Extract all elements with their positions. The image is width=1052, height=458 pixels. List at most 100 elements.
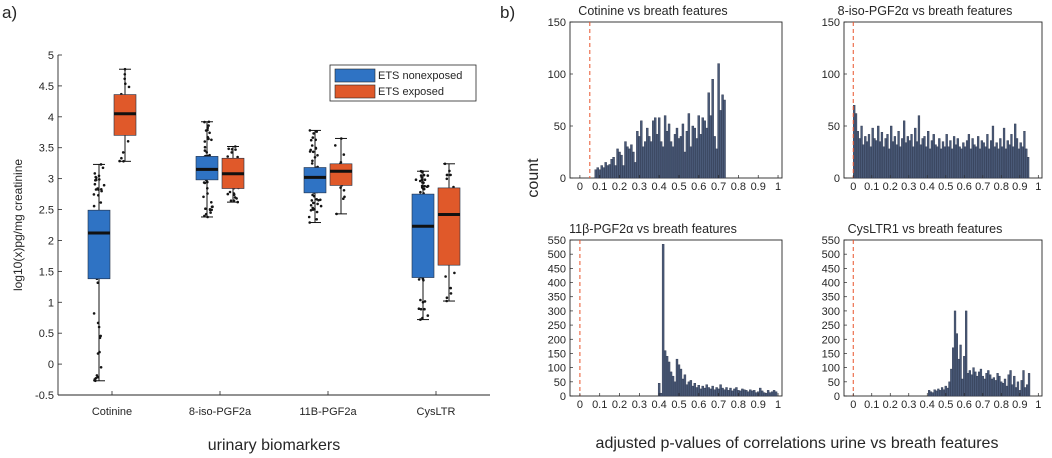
data-point-nonexposed-8iso — [208, 208, 212, 211]
hist-bar-8iso — [980, 140, 983, 179]
hist-y-tick-label-cysltr1: 400 — [822, 278, 840, 290]
hist-x-tick-label-11b: 0.3 — [632, 399, 647, 411]
hist-bar-8iso — [884, 138, 887, 179]
hist-bar-8iso — [1017, 148, 1020, 179]
data-point-nonexposed-cotinine — [96, 281, 100, 285]
data-point-nonexposed-cotinine — [93, 378, 96, 381]
data-point-nonexposed-11b — [315, 210, 319, 214]
hist-bar-8iso — [899, 146, 902, 179]
hist-bar-cotinine — [691, 125, 695, 179]
hist-bar-8iso — [904, 142, 908, 179]
hist-bar-8iso — [925, 146, 928, 179]
data-point-nonexposed-cysltr — [419, 298, 422, 302]
data-point-nonexposed-11b — [310, 162, 314, 165]
data-point-nonexposed-8iso — [208, 153, 211, 157]
hist-bar-8iso — [890, 125, 893, 179]
hist-bar-8iso — [967, 134, 971, 179]
data-point-nonexposed-11b — [309, 204, 313, 207]
hist-bar-cotinine — [669, 141, 673, 179]
hist-bar-11b — [701, 385, 704, 397]
hist-bar-8iso — [927, 130, 930, 179]
hist-bar-11b — [693, 383, 697, 397]
hist-y-tick-label-cotinine: 50 — [554, 121, 566, 133]
histogram-cysltr1: 0 50 100 150 200 250 300 350 400 450 500 550 0 0.1 0.2… — [822, 235, 1043, 411]
hist-bar-8iso — [930, 140, 934, 179]
hist-bar-11b — [689, 380, 693, 397]
hist-bar-8iso — [882, 146, 885, 179]
box-exposed-cysltr — [437, 187, 461, 266]
histogram-11b: 0 50 100 150 200 250 300 350 400 450 500 550 0 0.1 0.2… — [548, 235, 783, 411]
hist-bar-cysltr1 — [996, 373, 999, 397]
hist-bar-cotinine — [661, 146, 665, 179]
hist-y-tick-label-8iso: 150 — [822, 17, 840, 29]
hist-bar-8iso — [982, 142, 985, 179]
hist-bar-cotinine — [632, 151, 635, 179]
hist-bar-11b — [761, 390, 764, 397]
hist-bar-8iso — [997, 148, 1000, 179]
hist-bar-11b — [759, 387, 762, 397]
hist-bar-11b — [743, 389, 746, 397]
hist-x-tick-label-11b: 0.8 — [731, 399, 746, 411]
data-point-nonexposed-8iso — [204, 207, 207, 210]
boxplot-y-tick-label: 4.5 — [39, 81, 54, 93]
data-point-nonexposed-cotinine — [94, 188, 98, 191]
hist-bar-cysltr1 — [942, 389, 946, 397]
data-point-exposed-cysltr — [453, 271, 456, 275]
hist-bar-cysltr1 — [1026, 384, 1029, 397]
hist-y-tick-label-cysltr1: 550 — [822, 235, 840, 247]
hist-x-tick-label-8iso: 1 — [1035, 181, 1041, 193]
hist-bar-8iso — [912, 146, 915, 179]
hist-x-tick-label-8iso: 0.7 — [975, 181, 990, 193]
boxplot-y-tick-label: 3.5 — [39, 143, 54, 155]
hist-bar-8iso — [960, 148, 963, 179]
hist-bar-cotinine — [636, 130, 639, 179]
boxplot-y-tick-label: 2 — [48, 235, 54, 247]
data-point-nonexposed-8iso — [210, 205, 214, 209]
hist-bar-8iso — [1010, 134, 1013, 179]
hist-bar-11b — [739, 390, 742, 397]
hist-bar-cysltr1 — [946, 387, 949, 397]
data-point-nonexposed-11b — [309, 209, 313, 212]
hist-bar-11b — [709, 388, 712, 397]
data-point-exposed-11b — [342, 197, 345, 200]
hist-bar-cysltr1 — [1016, 381, 1020, 397]
hist-bar-11b — [685, 384, 689, 397]
hist-bar-cysltr1 — [961, 378, 964, 397]
hist-bar-cotinine — [650, 141, 653, 179]
hist-y-tick-label-11b: 400 — [548, 278, 566, 290]
data-point-nonexposed-cotinine — [95, 178, 98, 182]
data-point-exposed-11b — [342, 153, 346, 156]
hist-bar-cysltr1 — [976, 375, 979, 397]
hist-bar-8iso — [914, 127, 917, 179]
hist-bar-cysltr1 — [929, 391, 933, 397]
hist-bar-11b — [675, 358, 679, 397]
hist-bar-cotinine — [673, 134, 677, 179]
hist-bar-11b — [733, 388, 736, 397]
hist-bar-cotinine — [705, 127, 708, 179]
data-point-nonexposed-11b — [315, 130, 319, 133]
hist-bar-8iso — [977, 136, 980, 179]
hist-bar-8iso — [938, 138, 941, 179]
data-point-exposed-11b — [343, 195, 346, 199]
hist-bar-11b — [747, 391, 750, 397]
hist-bar-8iso — [971, 138, 974, 179]
hist-bar-cysltr1 — [948, 381, 951, 397]
data-point-exposed-cotinine — [127, 85, 131, 89]
data-point-nonexposed-11b — [310, 144, 314, 147]
hist-x-tick-label-cysltr1: 0.3 — [901, 399, 916, 411]
hist-bar-8iso — [871, 127, 874, 179]
hist-bar-8iso — [893, 136, 897, 179]
data-point-nonexposed-11b — [309, 138, 313, 142]
data-point-nonexposed-cysltr — [426, 314, 430, 317]
data-point-nonexposed-11b — [312, 132, 315, 135]
hist-x-tick-label-cotinine: 0.1 — [592, 181, 607, 193]
hist-bar-8iso — [1008, 144, 1011, 179]
legend-swatch-exposed — [334, 84, 376, 99]
data-point-nonexposed-8iso — [203, 145, 207, 149]
hist-x-tick-label-11b: 0.9 — [751, 399, 766, 411]
hist-bar-8iso — [1019, 142, 1022, 179]
hist-x-tick-label-11b: 0.7 — [711, 399, 726, 411]
hist-bar-8iso — [919, 144, 922, 179]
hist-x-tick-label-cysltr1: 0.9 — [1012, 399, 1027, 411]
legend-label-exposed: ETS exposed — [378, 86, 444, 98]
